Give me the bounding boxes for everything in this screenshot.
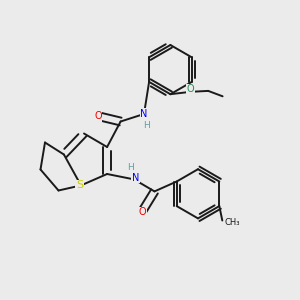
Text: N: N bbox=[132, 173, 139, 183]
Text: H: H bbox=[143, 121, 150, 130]
Text: CH₃: CH₃ bbox=[225, 218, 240, 227]
Text: O: O bbox=[94, 111, 102, 121]
Text: H: H bbox=[127, 164, 134, 172]
Text: N: N bbox=[140, 109, 148, 119]
Text: O: O bbox=[139, 207, 146, 218]
Text: O: O bbox=[187, 84, 195, 94]
Text: S: S bbox=[76, 180, 83, 190]
